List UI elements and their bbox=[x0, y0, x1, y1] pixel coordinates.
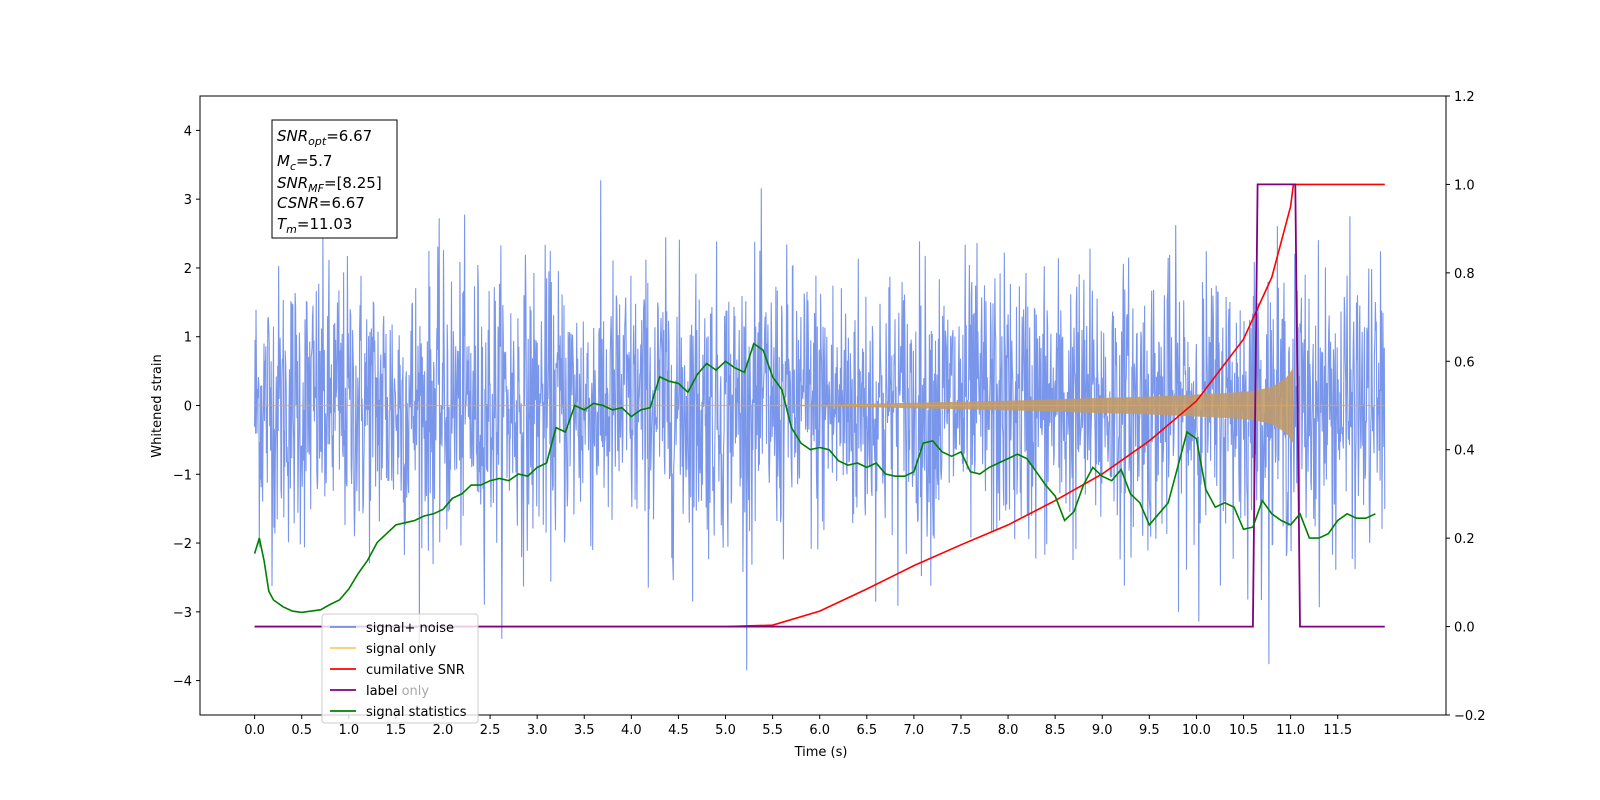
series-signal-noise bbox=[254, 180, 1386, 671]
x-tick-label: 8.5 bbox=[1045, 723, 1066, 738]
x-tick-label: 0.0 bbox=[244, 723, 265, 738]
x-tick-label: 9.5 bbox=[1139, 723, 1160, 738]
x-tick-label: 6.5 bbox=[856, 723, 877, 738]
y-left-tick-label: 2 bbox=[184, 262, 192, 277]
x-tick-label: 11.0 bbox=[1276, 723, 1305, 738]
annotation-csnr: CSNR=6.67 bbox=[277, 194, 365, 212]
x-tick-label: 3.0 bbox=[527, 723, 548, 738]
y-right-tick-label: 1.2 bbox=[1454, 90, 1475, 105]
x-axis-label: Time (s) bbox=[794, 745, 848, 760]
y-right-tick-label: 0.4 bbox=[1454, 444, 1475, 459]
y-axis-right: 1.2 1.0 0.8 0.6 0.4 0.2 0.0 −0.2 bbox=[1446, 90, 1486, 724]
y-right-tick-label: 1.0 bbox=[1454, 178, 1475, 193]
x-tick-label: 9.0 bbox=[1092, 723, 1113, 738]
legend-label-faded: label only bbox=[366, 684, 429, 699]
x-tick-label: 2.5 bbox=[480, 723, 501, 738]
y-left-tick-label: 4 bbox=[184, 124, 192, 139]
series-label bbox=[254, 183, 1385, 628]
y-left-tick-label: −1 bbox=[173, 468, 192, 483]
y-right-tick-label: 0.2 bbox=[1454, 532, 1475, 547]
y-left-tick-label: 1 bbox=[184, 331, 192, 346]
x-tick-label: 4.0 bbox=[621, 723, 642, 738]
y-right-tick-label: 0.8 bbox=[1454, 267, 1475, 282]
legend-label: signal+ noise bbox=[366, 621, 454, 636]
x-tick-label: 11.5 bbox=[1323, 723, 1352, 738]
annotation-tm: Tm=11.03 bbox=[277, 215, 352, 236]
x-axis: 0.0 0.5 1.0 1.5 2.0 2.5 3.0 3.5 4.0 4.5 5.0 5.5 6.0 6… bbox=[244, 715, 1352, 738]
x-tick-label: 10.5 bbox=[1229, 723, 1258, 738]
x-tick-label: 7.0 bbox=[904, 723, 925, 738]
legend-label: signal only bbox=[366, 642, 436, 657]
annotation-snr-mf: SNRMF=[8.25] bbox=[277, 174, 382, 195]
x-tick-label: 0.5 bbox=[291, 723, 312, 738]
y-right-tick-label: −0.2 bbox=[1454, 709, 1486, 724]
x-tick-label: 1.5 bbox=[386, 723, 407, 738]
y-right-tick-label: 0.0 bbox=[1454, 621, 1475, 636]
y-left-tick-label: −4 bbox=[173, 675, 192, 690]
series-cumilative-snr bbox=[254, 183, 1385, 628]
x-tick-label: 3.5 bbox=[574, 723, 595, 738]
x-tick-label: 2.0 bbox=[433, 723, 454, 738]
legend-label: signal statistics bbox=[366, 705, 467, 720]
y-axis-label: Whitened strain bbox=[150, 354, 165, 457]
y-right-tick-label: 0.6 bbox=[1454, 355, 1475, 370]
legend: label only signal+ noise signal only cumila… bbox=[321, 613, 479, 724]
series-signal-statistics bbox=[253, 342, 1376, 614]
annotation-mc: Mc=5.7 bbox=[277, 152, 332, 173]
stats-annotation-box: SNRopt=6.67 Mc=5.7 SNRMF=[8.25] CSNR=6.6… bbox=[271, 119, 398, 239]
y-left-tick-label: 3 bbox=[184, 193, 192, 208]
x-tick-label: 10.0 bbox=[1182, 723, 1211, 738]
x-tick-label: 1.0 bbox=[338, 723, 359, 738]
x-tick-label: 7.5 bbox=[951, 723, 972, 738]
y-left-tick-label: 0 bbox=[184, 400, 192, 415]
x-tick-label: 5.0 bbox=[715, 723, 736, 738]
annotation-snr-opt: SNRopt=6.67 bbox=[277, 127, 372, 148]
x-tick-label: 6.0 bbox=[809, 723, 830, 738]
legend-label: cumilative SNR bbox=[366, 663, 465, 678]
y-axis-left: 4 3 2 1 0 −1 −2 −3 −4 bbox=[173, 124, 200, 690]
x-tick-label: 4.5 bbox=[668, 723, 689, 738]
y-left-tick-label: −3 bbox=[173, 606, 192, 621]
x-tick-label: 8.0 bbox=[998, 723, 1019, 738]
x-tick-label: 5.5 bbox=[762, 723, 783, 738]
legend-label: label bbox=[366, 684, 397, 699]
y-left-tick-label: −2 bbox=[173, 537, 192, 552]
